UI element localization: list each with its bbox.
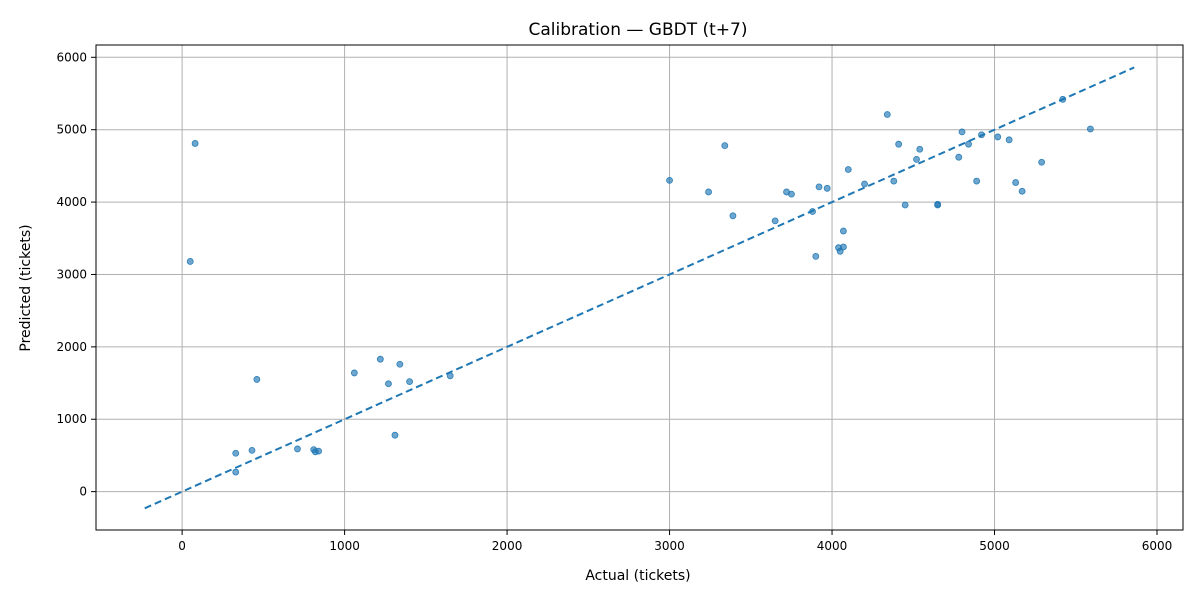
y-tick-label: 1000 — [56, 412, 87, 426]
scatter-point — [311, 448, 319, 456]
scatter-point — [729, 212, 737, 220]
scatter-point — [771, 217, 779, 225]
scatter-point — [376, 355, 384, 363]
chart-title: Calibration — GBDT (t+7) — [528, 20, 747, 40]
scatter-point — [666, 176, 673, 184]
x-tick-label: 1000 — [329, 539, 360, 553]
scatter-point — [446, 372, 454, 380]
scatter-point — [191, 140, 199, 147]
scatter-point — [840, 243, 847, 251]
y-tick-label: 3000 — [56, 267, 87, 281]
scatter-point — [913, 155, 920, 163]
scatter-point — [883, 111, 891, 118]
scatter-point — [1059, 95, 1067, 103]
x-tick-label: 4000 — [817, 539, 848, 553]
x-tick-label: 3000 — [654, 539, 685, 553]
scatter-point — [705, 188, 712, 196]
scatter-point — [895, 140, 903, 148]
grid — [96, 45, 1183, 530]
scatter-point — [861, 180, 868, 188]
x-tick-label: 5000 — [979, 539, 1010, 553]
y-tick-label: 6000 — [56, 50, 87, 64]
scatter-point — [788, 190, 795, 198]
scatter-point — [809, 208, 816, 215]
scatter-points — [186, 95, 1094, 476]
scatter-point — [294, 445, 301, 453]
scatter-point — [232, 468, 240, 476]
scatter-point — [253, 376, 261, 383]
x-axis-ticks: 0 1000 2000 3000 4000 5000 6000 — [178, 530, 1172, 553]
scatter-point — [721, 142, 729, 150]
scatter-point — [978, 131, 985, 139]
plot-frame — [95, 44, 1184, 531]
scatter-point — [396, 360, 404, 368]
scatter-point — [350, 369, 358, 377]
scatter-point — [840, 227, 847, 235]
scatter-point — [1012, 179, 1020, 186]
y-tick-label: 4000 — [56, 195, 87, 209]
scatter-point — [1005, 136, 1013, 144]
x-tick-label: 2000 — [492, 539, 523, 553]
scatter-point — [1018, 187, 1026, 195]
scatter-point — [901, 201, 909, 209]
scatter-point — [232, 449, 240, 457]
scatter-point — [385, 380, 392, 388]
scatter-point — [391, 431, 399, 439]
scatter-point — [844, 166, 852, 173]
scatter-point — [965, 140, 972, 148]
y-tick-label: 0 — [79, 485, 87, 499]
x-tick-label: 6000 — [1142, 539, 1173, 553]
scatter-point — [1038, 158, 1046, 166]
scatter-point — [1086, 125, 1094, 133]
scatter-point — [248, 446, 256, 454]
scatter-point — [186, 258, 194, 265]
y-tick-label: 5000 — [56, 123, 87, 137]
y-axis-ticks: 0 1000 2000 3000 4000 5000 6000 — [56, 50, 96, 499]
scatter-point — [823, 184, 831, 192]
x-tick-label: 0 — [178, 539, 186, 553]
scatter-point — [955, 153, 963, 161]
scatter-point — [815, 183, 823, 191]
scatter-point — [973, 177, 981, 185]
scatter-point — [958, 128, 966, 136]
scatter-point — [890, 177, 898, 185]
scatter-point — [934, 200, 942, 208]
scatter-point — [406, 378, 413, 386]
y-axis-title: Predicted (tickets) — [18, 224, 34, 351]
scatter-point — [812, 252, 820, 260]
y-tick-label: 2000 — [56, 340, 87, 354]
scatter-point — [994, 133, 1002, 141]
scatter-point — [916, 145, 924, 153]
x-axis-title: Actual (tickets) — [585, 568, 690, 584]
